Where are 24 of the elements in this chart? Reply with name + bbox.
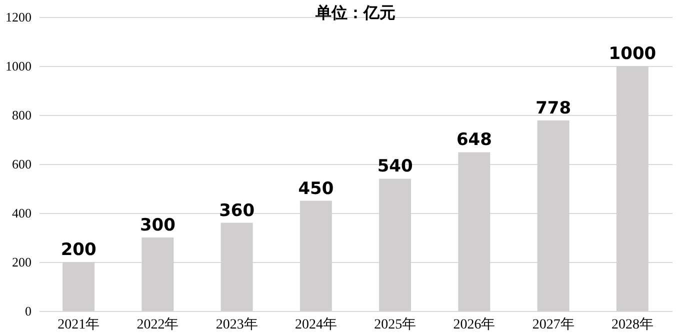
x-tick-label: 2023年 <box>216 316 258 332</box>
data-label: 778 <box>536 98 572 118</box>
x-tick-label: 2027年 <box>532 316 574 332</box>
y-tick-label: 200 <box>12 254 32 270</box>
x-tick-label: 2021年 <box>58 316 100 332</box>
data-label: 648 <box>456 130 492 150</box>
x-tick-label: 2025年 <box>374 316 416 332</box>
y-tick-label: 1200 <box>6 10 32 24</box>
x-tick-label: 2022年 <box>136 316 179 332</box>
data-label: 360 <box>219 200 255 221</box>
y-tick-label: 0 <box>25 304 32 318</box>
x-tick-label: 2028年 <box>611 316 654 332</box>
x-tick-label: 2024年 <box>294 316 337 332</box>
chart-title: 单位：亿元 <box>314 3 396 22</box>
data-label: 1000 <box>608 44 656 64</box>
data-label: 300 <box>140 216 176 236</box>
data-label: 200 <box>60 240 96 260</box>
y-tick-label: 600 <box>12 156 32 172</box>
x-tick-label: 2026年 <box>453 316 496 332</box>
data-label: 540 <box>377 156 413 177</box>
y-tick-label: 400 <box>12 206 32 220</box>
data-label: 450 <box>298 178 334 199</box>
y-tick-label: 800 <box>12 108 32 122</box>
y-tick-label: 1000 <box>6 58 32 74</box>
